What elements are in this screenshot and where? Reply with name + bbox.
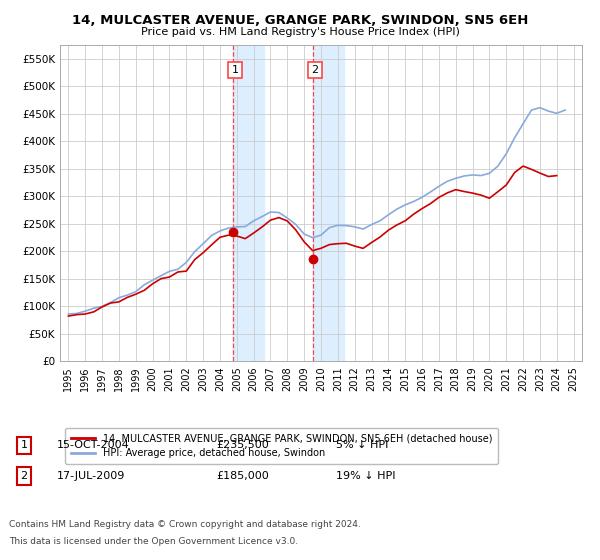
Text: £185,000: £185,000 [216, 471, 269, 481]
Text: 15-OCT-2004: 15-OCT-2004 [57, 440, 130, 450]
Text: 5% ↓ HPI: 5% ↓ HPI [336, 440, 388, 450]
Text: 19% ↓ HPI: 19% ↓ HPI [336, 471, 395, 481]
Text: Price paid vs. HM Land Registry's House Price Index (HPI): Price paid vs. HM Land Registry's House … [140, 27, 460, 37]
Bar [313, 45, 344, 361]
Text: 14, MULCASTER AVENUE, GRANGE PARK, SWINDON, SN5 6EH: 14, MULCASTER AVENUE, GRANGE PARK, SWIND… [72, 14, 528, 27]
Legend: 14, MULCASTER AVENUE, GRANGE PARK, SWINDON, SN5 6EH (detached house), HPI: Avera: 14, MULCASTER AVENUE, GRANGE PARK, SWIND… [65, 428, 498, 464]
Text: £235,500: £235,500 [216, 440, 269, 450]
Text: 1: 1 [232, 65, 238, 75]
Text: 2: 2 [311, 65, 319, 75]
Bar [233, 45, 263, 361]
Text: This data is licensed under the Open Government Licence v3.0.: This data is licensed under the Open Gov… [9, 537, 298, 546]
Text: 17-JUL-2009: 17-JUL-2009 [57, 471, 125, 481]
Text: 2: 2 [20, 471, 28, 481]
Text: 1: 1 [20, 440, 28, 450]
Text: Contains HM Land Registry data © Crown copyright and database right 2024.: Contains HM Land Registry data © Crown c… [9, 520, 361, 529]
